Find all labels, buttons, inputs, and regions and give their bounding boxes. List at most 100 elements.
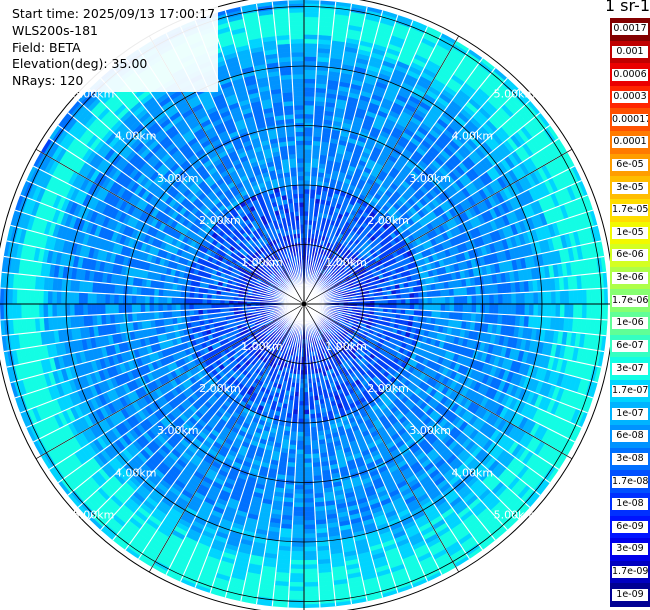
range-gate-cell <box>405 303 411 310</box>
range-gate-cell <box>126 303 133 314</box>
range-gate-cell <box>193 303 199 311</box>
range-gate-cell <box>293 493 305 499</box>
range-gate-cell <box>3 303 9 320</box>
range-gate-cell <box>7 303 13 320</box>
range-gate-cell <box>303 550 318 557</box>
range-gate-cell <box>25 289 31 305</box>
range-gate-cell <box>524 303 530 317</box>
range-gate-cell <box>303 564 319 570</box>
range-gate-cell <box>577 303 583 319</box>
range-gate-cell <box>303 573 319 579</box>
range-gate-cell <box>288 586 305 592</box>
range-gate-cell <box>289 577 305 583</box>
range-gate-cell <box>16 288 22 305</box>
range-gate-cell <box>484 303 490 314</box>
range-gate-cell <box>131 294 137 305</box>
range-gate-cell <box>303 396 310 402</box>
range-gate-cell <box>38 303 44 319</box>
range-gate-cell <box>288 595 305 601</box>
range-gate-cell <box>303 511 316 517</box>
range-gate-cell <box>51 290 58 305</box>
range-gate-cell <box>467 303 473 314</box>
range-gate-cell <box>414 303 420 311</box>
range-gate-cell <box>175 303 181 311</box>
range-gate-cell <box>290 550 305 557</box>
range-gate-cell <box>436 303 442 312</box>
range-gate-cell <box>91 303 97 316</box>
range-gate-cell <box>453 311 459 321</box>
range-gate-cell <box>47 290 53 305</box>
range-gate-cell <box>303 577 319 583</box>
range-gate-cell <box>290 559 305 566</box>
range-gate-cell <box>303 515 316 521</box>
range-gate-cell <box>295 458 305 464</box>
range-gate-cell <box>303 559 318 566</box>
range-gate-cell <box>96 292 102 305</box>
range-gate-cell <box>303 489 315 495</box>
range-gate-cell <box>171 296 177 305</box>
range-gate-cell <box>303 599 320 605</box>
range-gate-cell <box>122 303 128 314</box>
range-gate-cell <box>303 431 312 437</box>
range-gate-cell <box>158 311 164 320</box>
scan-info-panel: Start time: 2025/09/13 17:00:17 WLS200s-… <box>12 6 219 92</box>
range-gate-cell <box>528 303 535 317</box>
range-gate-cell <box>135 294 141 305</box>
range-gate-cell <box>511 303 517 316</box>
range-gate-cell <box>296 444 305 451</box>
range-gate-cell <box>290 426 298 433</box>
range-gate-cell <box>400 303 406 310</box>
range-gate-cell <box>288 599 305 605</box>
range-gate-cell <box>179 303 186 311</box>
range-gate-cell <box>546 303 552 318</box>
range-gate-cell <box>435 310 442 319</box>
nrays-label: NRays: 120 <box>12 73 84 89</box>
range-gate-cell <box>298 400 305 406</box>
range-gate-cell <box>595 303 601 320</box>
range-gate-cell <box>444 311 450 320</box>
range-gate-cell <box>303 480 314 486</box>
range-gate-cell <box>396 303 402 310</box>
range-gate-cell <box>409 303 415 311</box>
range-gate-cell <box>166 303 172 312</box>
range-gate-cell <box>73 291 80 305</box>
range-gate-cell <box>87 292 93 305</box>
range-gate-cell <box>303 405 310 411</box>
range-gate-cell <box>34 289 40 305</box>
range-gate-cell <box>42 290 49 305</box>
range-gate-cell <box>303 409 311 415</box>
range-gate-cell <box>440 303 446 312</box>
range-gate-cell <box>287 603 305 608</box>
range-gate-cell <box>126 294 133 305</box>
range-gate-cell <box>294 484 305 490</box>
range-gate-cell <box>303 581 320 588</box>
range-gate-cell <box>47 303 53 318</box>
range-gate-cell <box>206 298 212 305</box>
range-gate-cell <box>118 303 124 314</box>
range-gate-cell <box>309 422 318 428</box>
range-gate-cell <box>290 546 305 552</box>
range-gate-cell <box>515 303 521 316</box>
range-gate-cell <box>153 295 159 305</box>
range-gate-cell <box>303 502 315 508</box>
range-gate-cell <box>175 310 182 318</box>
range-gate-cell <box>56 303 62 318</box>
range-gate-cell <box>78 303 84 317</box>
range-gate-cell <box>303 471 314 477</box>
range-gate-cell <box>542 303 548 317</box>
range-gate-cell <box>431 310 437 319</box>
range-gate-cell <box>453 303 459 313</box>
range-gate-cell <box>303 475 314 482</box>
range-gate-cell <box>96 303 102 316</box>
range-gate-cell <box>303 440 312 446</box>
range-gate-cell <box>533 303 539 317</box>
range-gate-cell <box>292 511 305 517</box>
range-gate-cell <box>175 297 181 305</box>
range-gate-cell <box>109 303 115 315</box>
field-label: Field: BETA <box>12 39 81 55</box>
range-gate-cell <box>289 431 298 437</box>
range-gate-cell <box>180 290 186 299</box>
range-gate-cell <box>295 462 305 468</box>
range-gate-cell <box>426 310 433 318</box>
range-gate-cell <box>458 303 464 313</box>
